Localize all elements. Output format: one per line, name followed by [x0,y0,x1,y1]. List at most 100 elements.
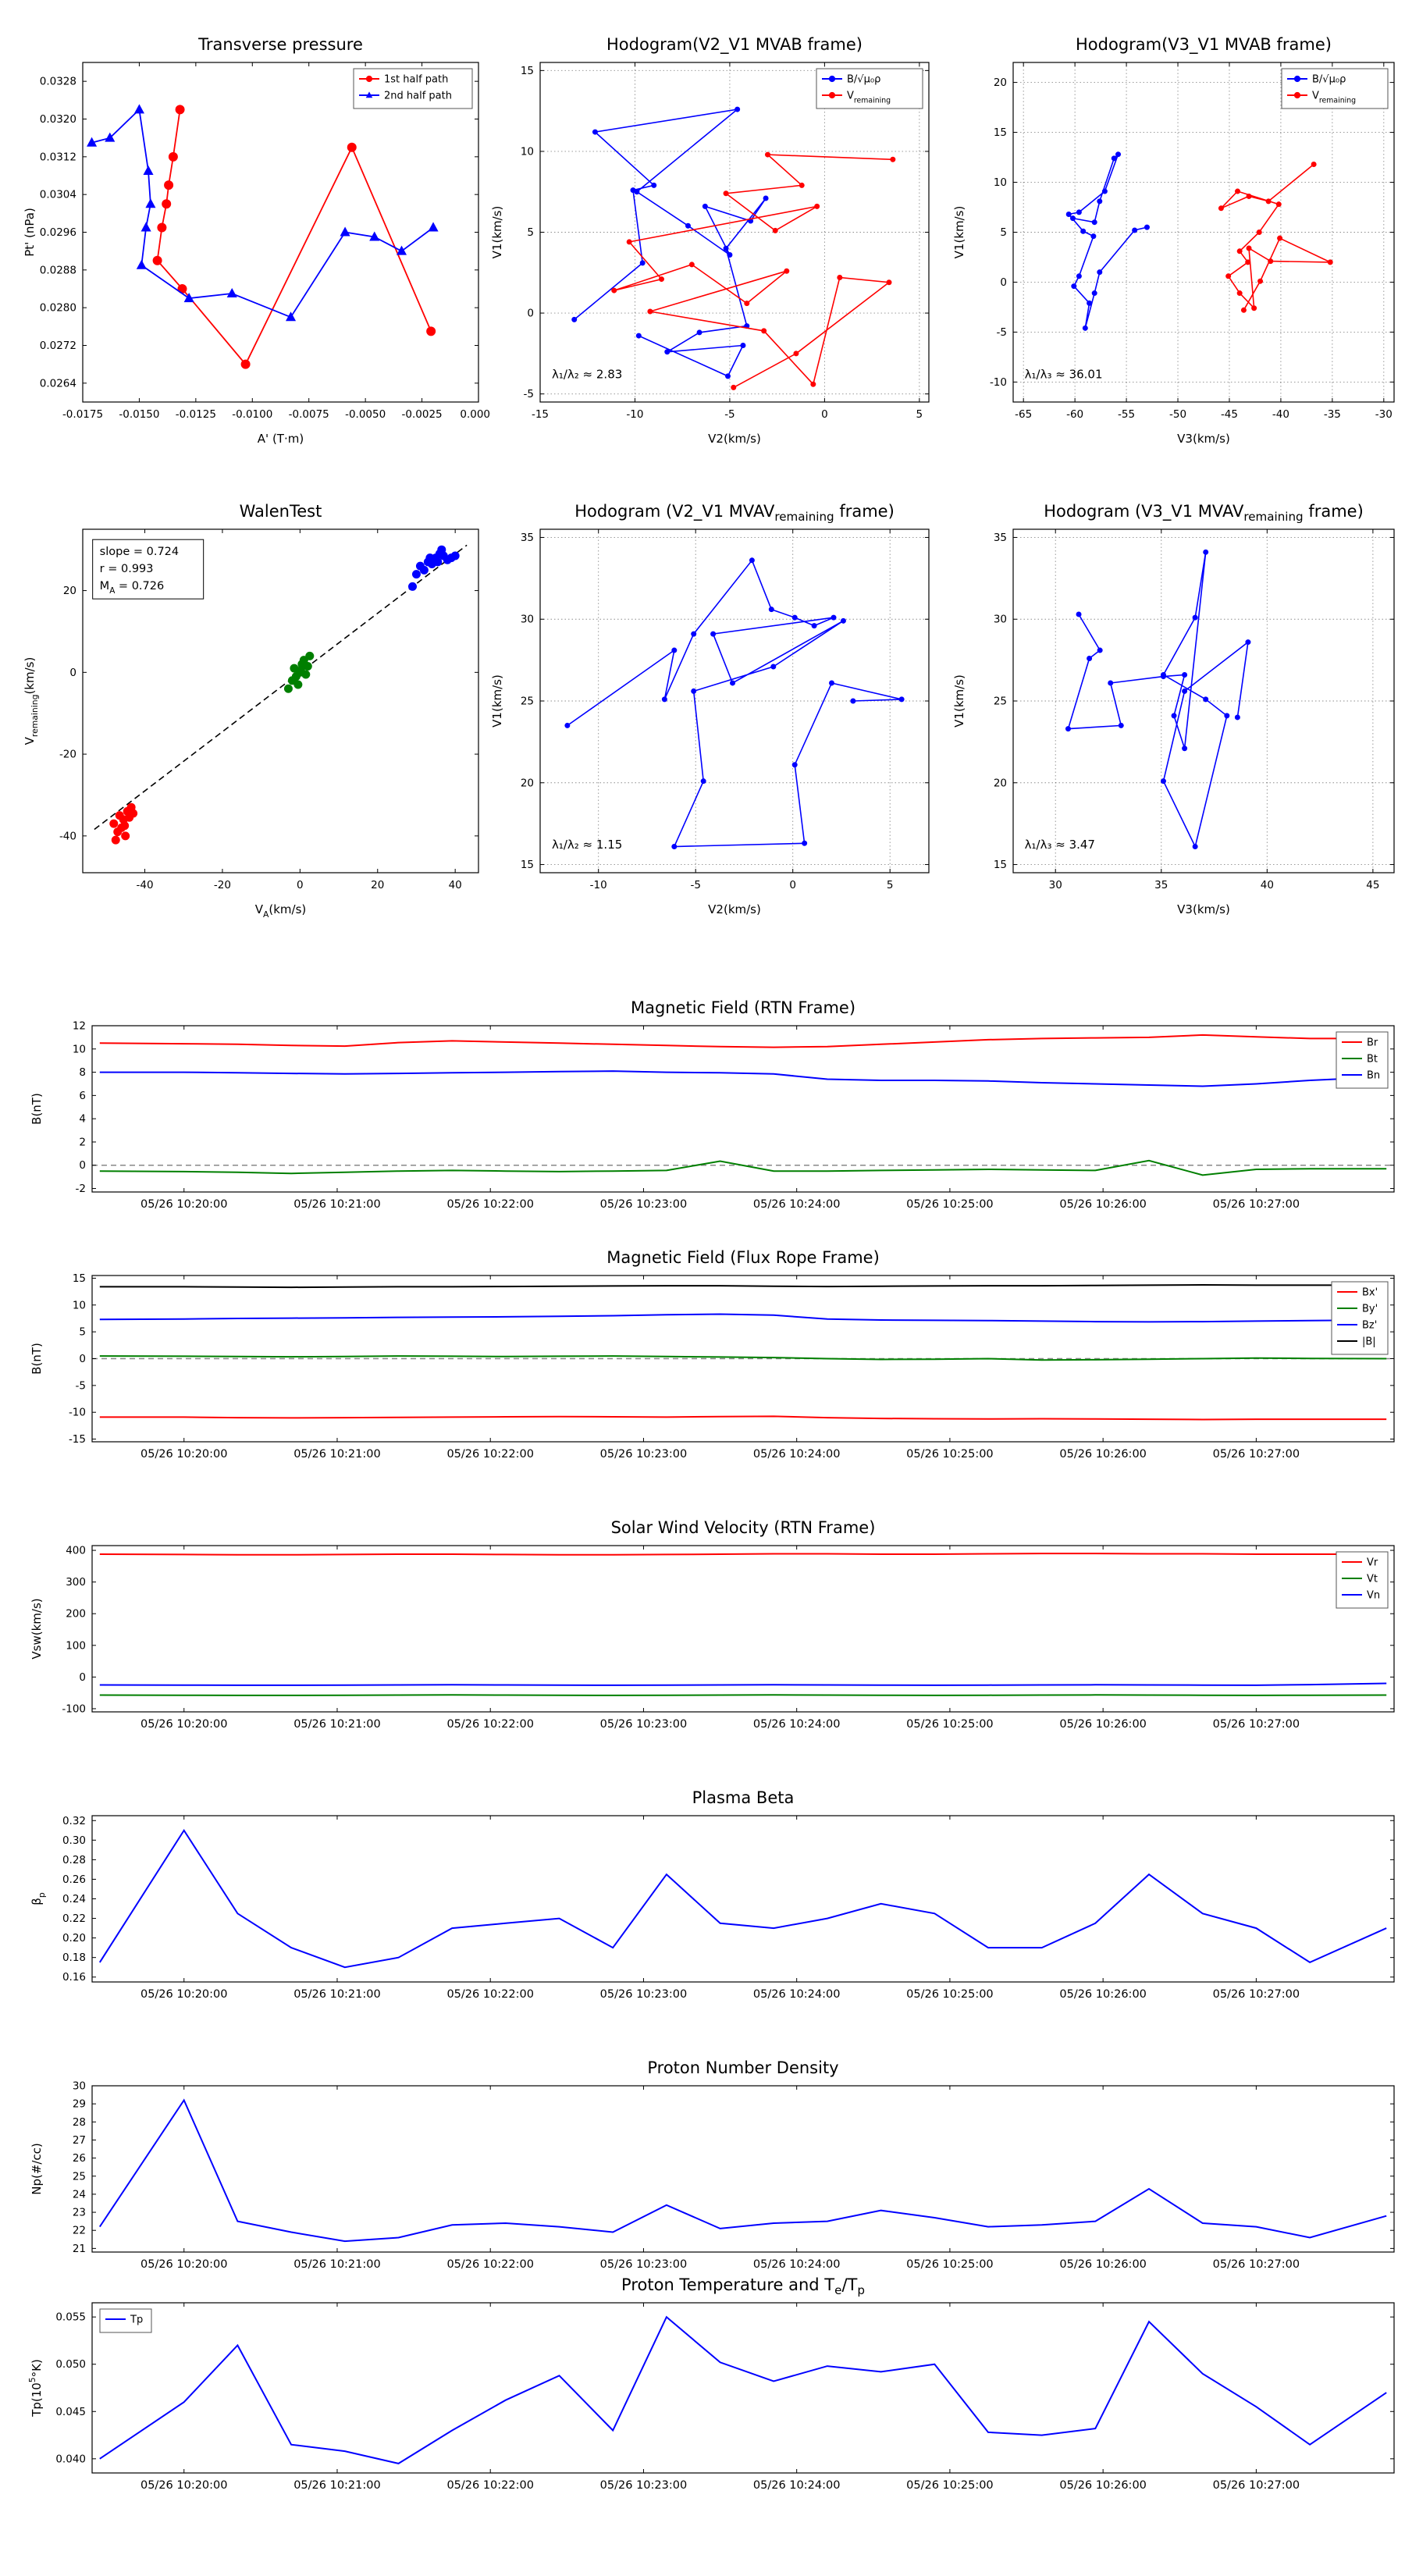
svg-text:30: 30 [1049,879,1062,891]
svg-text:25: 25 [73,2170,86,2183]
svg-text:Solar Wind Velocity (RTN Frame: Solar Wind Velocity (RTN Frame) [611,1518,876,1537]
svg-text:05/26 10:26:00: 05/26 10:26:00 [1059,1198,1147,1211]
svg-text:05/26 10:21:00: 05/26 10:21:00 [293,1718,381,1731]
chart-proton-number-density: 05/26 10:20:00 05/26 10:21:00 05/26 10:22:… [23,2053,1403,2293]
svg-text:Proton Temperature and Te/Tp: Proton Temperature and Te/Tp [621,2275,865,2297]
svg-text:30: 30 [73,2080,86,2093]
svg-text:-15: -15 [532,408,549,421]
svg-text:-2: -2 [76,1183,86,1195]
svg-text:35: 35 [994,532,1007,544]
svg-text:0: 0 [297,879,304,891]
svg-text:Vremaining: Vremaining [847,91,891,105]
svg-text:4: 4 [79,1113,86,1126]
svg-text:-5: -5 [690,879,700,891]
svg-text:Bz': Bz' [1362,1320,1377,1332]
svg-text:05/26 10:26:00: 05/26 10:26:00 [1059,1988,1147,2001]
svg-text:10: 10 [73,1043,86,1055]
svg-text:-5: -5 [997,326,1007,339]
chart-magnetic-field-rtn: 05/26 10:20:00 05/26 10:21:00 05/26 10:22:… [23,993,1403,1233]
svg-text:23: 23 [73,2207,86,2219]
svg-text:05/26 10:23:00: 05/26 10:23:00 [600,1718,688,1731]
svg-text:-55: -55 [1118,408,1135,421]
svg-text:400: 400 [66,1545,86,1557]
svg-text:0.0280: 0.0280 [40,302,76,315]
svg-text:20: 20 [994,777,1007,789]
svg-text:r = 0.993: r = 0.993 [100,563,154,575]
svg-text:05/26 10:26:00: 05/26 10:26:00 [1059,1718,1147,1731]
svg-text:05/26 10:20:00: 05/26 10:20:00 [140,2258,228,2271]
svg-text:05/26 10:22:00: 05/26 10:22:00 [446,1198,534,1211]
svg-text:Vremaining(km/s): Vremaining(km/s) [23,657,40,745]
svg-text:0.0288: 0.0288 [40,264,76,276]
svg-text:-45: -45 [1221,408,1238,421]
svg-text:12: 12 [73,1020,86,1033]
svg-text:25: 25 [521,696,534,708]
svg-text:B(nT): B(nT) [30,1343,44,1375]
svg-text:-5: -5 [524,388,534,400]
svg-text:-65: -65 [1015,408,1032,421]
svg-text:-40: -40 [1272,408,1289,421]
svg-text:0.18: 0.18 [62,1952,86,1964]
svg-text:V3(km/s): V3(km/s) [1177,432,1230,446]
svg-text:05/26 10:26:00: 05/26 10:26:00 [1059,2258,1147,2271]
svg-text:05/26 10:27:00: 05/26 10:27:00 [1213,2258,1300,2271]
svg-text:0: 0 [821,408,828,421]
svg-text:Tp(105°K): Tp(105°K) [27,2359,44,2418]
svg-text:0: 0 [79,1353,86,1365]
svg-text:-15: -15 [69,1433,86,1446]
svg-text:10: 10 [994,176,1007,189]
svg-text:05/26 10:27:00: 05/26 10:27:00 [1213,1988,1300,2001]
svg-text:-10: -10 [990,376,1007,389]
svg-text:200: 200 [66,1608,86,1621]
svg-text:0.0296: 0.0296 [40,226,76,239]
svg-text:V1(km/s): V1(km/s) [952,206,966,259]
svg-text:Br: Br [1367,1037,1378,1049]
svg-text:0.28: 0.28 [62,1854,86,1866]
svg-text:40: 40 [449,879,462,891]
svg-text:Vsw(km/s): Vsw(km/s) [30,1598,44,1659]
svg-text:20: 20 [63,585,76,597]
svg-text:-10: -10 [590,879,607,891]
svg-text:24: 24 [73,2188,86,2201]
svg-text:05/26 10:23:00: 05/26 10:23:00 [600,1448,688,1461]
svg-text:35: 35 [521,532,534,544]
svg-text:0: 0 [69,667,76,679]
chart-proton-temperature: 05/26 10:20:00 05/26 10:21:00 05/26 10:22:… [23,2268,1403,2516]
svg-text:-40: -40 [136,879,153,891]
svg-text:0.30: 0.30 [62,1834,86,1847]
svg-text:0.050: 0.050 [55,2358,86,2371]
chart-magnetic-field-flux-rope: 05/26 10:20:00 05/26 10:21:00 05/26 10:22:… [23,1243,1403,1482]
svg-text:05/26 10:27:00: 05/26 10:27:00 [1213,1718,1300,1731]
svg-text:-60: -60 [1066,408,1083,421]
svg-text:05/26 10:21:00: 05/26 10:21:00 [293,1198,381,1211]
svg-text:Pt' (nPa): Pt' (nPa) [23,208,37,257]
svg-text:0.20: 0.20 [62,1932,86,1944]
chart-walen-test: -40 -20 0 20 40 -40 -20 0 20 WalenTest VA(km/s) Vre… [16,490,491,941]
chart-plasma-beta: 05/26 10:20:00 05/26 10:21:00 05/26 10:22:… [23,1783,1403,2023]
chart-hodogram-v2v1-mvav: -10 -5 0 5 15 20 25 30 35 Hodogram (V2_V1 MVAVrem… [484,490,941,941]
svg-text:29: 29 [73,2098,86,2111]
svg-text:05/26 10:25:00: 05/26 10:25:00 [906,1448,994,1461]
svg-text:-20: -20 [59,749,76,761]
svg-text:0.0264: 0.0264 [40,377,76,390]
svg-text:V1(km/s): V1(km/s) [490,674,504,728]
svg-text:20: 20 [371,879,384,891]
svg-text:|B|: |B| [1362,1336,1376,1348]
svg-text:05/26 10:25:00: 05/26 10:25:00 [906,1198,994,1211]
svg-text:B/√μ₀ρ: B/√μ₀ρ [1312,74,1346,86]
svg-text:05/26 10:20:00: 05/26 10:20:00 [140,1198,228,1211]
svg-text:05/26 10:23:00: 05/26 10:23:00 [600,1988,688,2001]
svg-text:0.055: 0.055 [55,2311,86,2324]
svg-text:0.040: 0.040 [55,2453,86,2465]
svg-text:0.0304: 0.0304 [40,189,76,201]
svg-text:-0.0075: -0.0075 [289,408,329,421]
svg-text:Bn: Bn [1367,1070,1380,1082]
svg-text:λ₁/λ₂ ≈ 1.15: λ₁/λ₂ ≈ 1.15 [552,838,622,852]
svg-text:26: 26 [73,2152,86,2165]
svg-text:8: 8 [79,1066,86,1079]
svg-text:05/26 10:20:00: 05/26 10:20:00 [140,1988,228,2001]
svg-text:30: 30 [994,614,1007,626]
svg-text:-0.0175: -0.0175 [62,408,103,421]
svg-text:5: 5 [1000,226,1007,239]
